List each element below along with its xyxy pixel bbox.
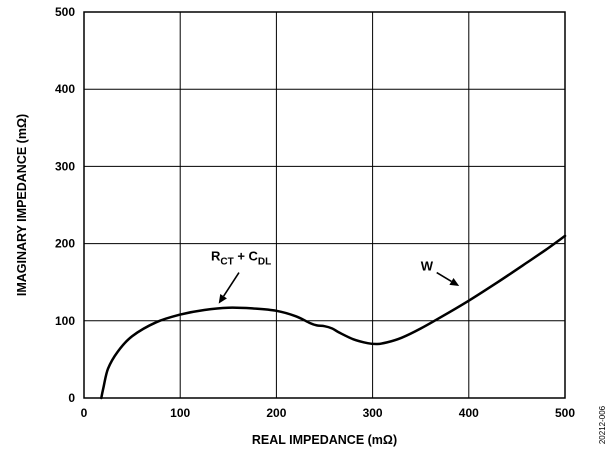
impedance-curve [100,234,567,400]
plot-frame [83,11,566,399]
annotation-w-arrow [436,271,452,283]
annotation-rct-sub2: DL [258,257,271,268]
y-tick-label: 200 [55,237,75,251]
x-tick-label: 500 [555,406,575,420]
y-tick-labels: 0 100 200 300 400 500 [55,5,75,405]
y-tick-label: 500 [55,5,75,19]
y-axis-title: IMAGINARY IMPEDANCE (mΩ) [15,114,29,296]
x-axis-title: REAL IMPEDANCE (mΩ) [252,433,397,447]
y-tick-label: 400 [55,82,75,96]
annotation-rct-cdl: RCT + CDL [211,249,271,268]
grid [84,12,565,398]
annotation-rct-arrow [222,272,240,297]
annotation-rct-main: R [211,249,221,264]
x-tick-label: 0 [81,406,88,420]
figure-id: 20212-006 [598,405,607,444]
annotation-w: W [421,259,434,274]
y-tick-label: 300 [55,159,75,173]
x-tick-label: 100 [170,406,190,420]
annotation-rct-mid: + C [234,249,259,264]
x-tick-label: 400 [459,406,479,420]
y-tick-label: 100 [55,314,75,328]
x-tick-label: 200 [266,406,286,420]
annotation-w-arrowhead [449,278,460,287]
x-tick-label: 300 [363,406,383,420]
x-tick-labels: 0 100 200 300 400 500 [81,406,576,420]
annotation-rct-sub: CT [220,257,233,268]
y-tick-label: 0 [68,391,75,405]
annotation-rct-arrowhead [218,293,227,304]
